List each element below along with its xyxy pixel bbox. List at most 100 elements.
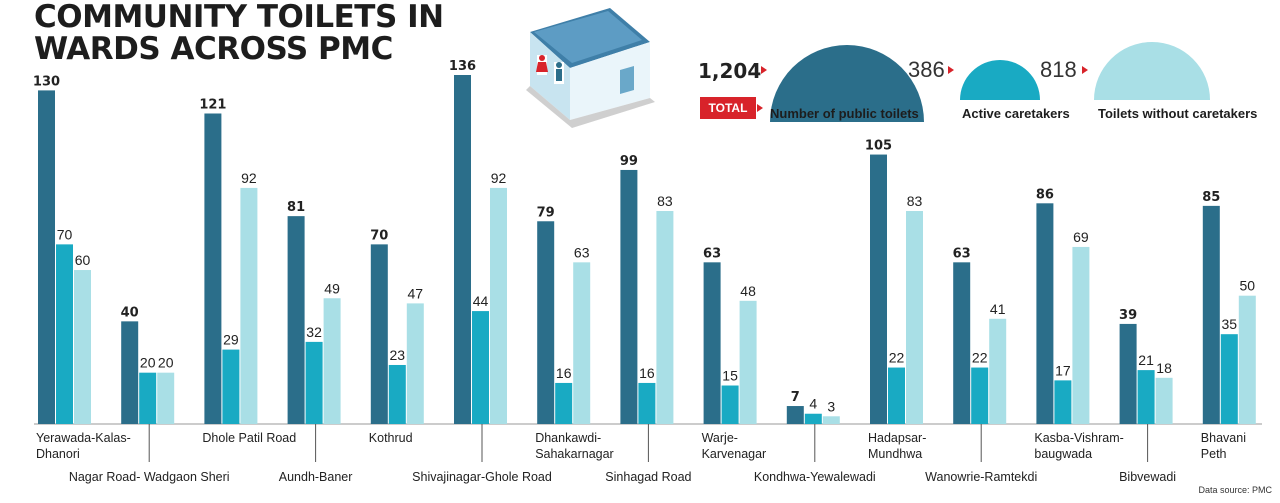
value-label-without: 20 [158,355,174,371]
value-label-caretakers: 22 [972,350,988,366]
bar-without [1238,295,1256,424]
bar-without [739,300,757,424]
chart-title-line-2: WARDS ACROSS PMC [34,31,393,67]
bar-toilets [620,169,638,424]
value-label-toilets: 70 [370,228,388,243]
total-toilets-value: 1,204 [698,59,762,83]
public-toilets-label: Number of public toilets [770,106,919,121]
arrow-icon [757,104,763,112]
bar-toilets [1036,203,1054,424]
bar-toilets [370,244,388,424]
category-label: Dhankawdi- [535,431,601,445]
value-label-caretakers: 4 [809,396,817,412]
value-label-caretakers: 16 [639,365,655,381]
value-label-caretakers: 70 [57,226,73,242]
value-label-caretakers: 15 [722,368,738,384]
bar-without [989,318,1007,424]
category-label: Kondhwa-Yewalewadi [754,470,876,484]
bar-toilets [454,75,471,424]
category-label: Nagar Road- Wadgaon Sheri [69,470,230,484]
arrow-icon [761,66,767,74]
bar-caretakers [971,367,989,424]
category-label: Kasba-Vishram- [1034,431,1123,445]
bar-toilets [786,406,804,424]
value-label-toilets: 63 [703,246,721,261]
bar-caretakers [888,367,905,424]
arrow-icon [948,66,954,74]
bar-without [656,211,674,424]
value-label-toilets: 63 [953,246,971,261]
bar-caretakers [472,311,489,424]
bar-caretakers [721,385,739,424]
value-label-toilets: 81 [287,200,305,215]
value-label-caretakers: 22 [889,350,905,366]
bar-without [1072,246,1090,424]
category-label: Wanowrie-Ramtekdi [925,470,1037,484]
bar-without [74,270,91,424]
bar-caretakers [388,364,406,424]
semicircle-active-caretakers [960,60,1040,100]
value-label-without: 60 [75,252,91,268]
bar-caretakers [305,341,323,424]
value-label-toilets: 79 [537,205,555,220]
bar-toilets [537,221,555,424]
bar-without [323,298,341,424]
category-label: Kothrud [369,431,413,445]
bar-without [1155,377,1173,424]
bar-caretakers [1220,334,1238,424]
category-label: Hadapsar- [868,431,926,445]
value-label-toilets: 85 [1202,190,1220,205]
value-label-toilets: 105 [865,139,892,154]
bar-toilets [870,154,887,425]
value-label-without: 83 [907,193,923,209]
bar-without [157,372,175,424]
category-label: Sinhagad Road [605,470,691,484]
value-label-caretakers: 44 [473,293,489,309]
value-label-caretakers: 32 [306,324,322,340]
value-label-toilets: 40 [121,305,139,320]
active-caretakers-value: 386 [908,57,945,82]
value-label-toilets: 121 [199,97,226,112]
category-label: Dhanori [36,447,80,461]
value-label-without: 49 [324,280,340,296]
semicircle-public-toilets [770,45,924,122]
summary-graphics [526,8,1210,128]
value-label-toilets: 39 [1119,308,1137,323]
value-label-toilets: 130 [33,74,60,89]
bar-toilets [1119,323,1137,424]
chart-title-line-1: COMMUNITY TOILETS IN [34,0,444,35]
category-label: Bhavani [1201,431,1246,445]
value-label-without: 63 [574,244,590,260]
category-label: Yerawada-Kalas- [36,431,131,445]
bar-toilets [204,113,222,424]
bar-without [240,187,258,424]
bar-toilets [703,262,721,424]
value-label-without: 3 [827,398,835,414]
category-label: Dhole Patil Road [202,431,296,445]
arrow-icon [1082,66,1088,74]
bar-toilets [953,262,971,424]
value-label-toilets: 99 [620,154,638,169]
bar-caretakers [56,244,73,424]
value-label-toilets: 136 [449,59,476,74]
category-label: Karvenagar [702,447,767,461]
value-label-without: 92 [241,170,257,186]
category-label: Shivajinagar-Ghole Road [412,470,552,484]
value-label-without: 41 [990,301,1006,317]
bar-without [906,211,923,424]
without-caretakers-label: Toilets without caretakers [1098,106,1258,121]
bar-caretakers [638,382,656,424]
bar-without [490,187,507,424]
bar-toilets [1202,205,1220,424]
bar-toilets [287,216,305,424]
bar-caretakers [804,413,822,424]
bar-without [406,303,424,424]
active-caretakers-label: Active caretakers [962,106,1070,121]
value-label-without: 47 [408,285,424,301]
bar-caretakers [139,372,157,424]
value-label-without: 48 [740,283,756,299]
value-label-without: 50 [1240,278,1256,294]
value-label-without: 83 [657,193,673,209]
value-label-caretakers: 21 [1138,352,1154,368]
